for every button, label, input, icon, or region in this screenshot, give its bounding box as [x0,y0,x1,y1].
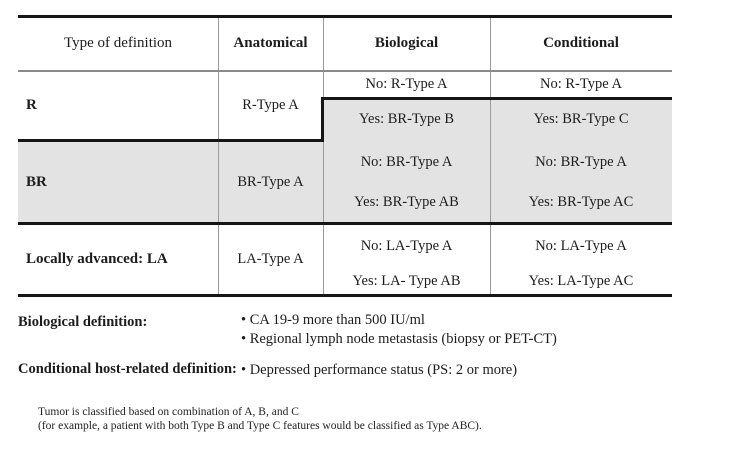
conditional-definition-label: Conditional host-related definition: [18,361,237,377]
biological-definition-item: • CA 19-9 more than 500 IU/ml [241,312,425,328]
cell-r-biological-no: No: R-Type A [365,75,448,92]
shaded-region-top-border-left [18,139,324,142]
row-label-r: R [26,96,37,113]
footnote-line-2: (for example, a patient with both Type B… [38,420,482,432]
cell-la-conditional-no: No: LA-Type A [535,237,627,254]
table-bottom-border [18,294,672,297]
table-top-border [18,15,672,18]
shaded-region-step-border [321,97,324,142]
conditional-definition-items: • Depressed performance status (PS: 2 or… [241,361,517,380]
biological-definition-items: • CA 19-9 more than 500 IU/ml • Regional… [241,311,557,349]
cell-br-anatomical: BR-Type A [237,173,304,190]
shaded-region-br-row [18,141,323,222]
column-divider-3 [490,15,491,297]
cell-br-conditional-yes: Yes: BR-Type AC [528,193,634,210]
footnote: Tumor is classified based on combination… [38,405,482,433]
header-conditional: Conditional [543,35,619,51]
header-biological: Biological [374,35,439,51]
header-anatomical: Anatomical [233,35,308,51]
shaded-region-bottom-border [18,222,672,225]
biological-definition-label: Biological definition: [18,314,148,330]
footnote-line-1: Tumor is classified based on combination… [38,406,299,418]
conditional-definition-item: • Depressed performance status (PS: 2 or… [241,362,518,378]
cell-br-biological-yes: Yes: BR-Type AB [354,193,459,210]
cell-r-conditional-no: No: R-Type A [540,75,622,92]
cell-r-anatomical: R-Type A [242,96,299,113]
cell-r-biological-yes: Yes: BR-Type B [358,111,454,127]
cell-la-biological-no: No: LA-Type A [360,237,453,254]
cell-la-anatomical: LA-Type A [237,251,304,267]
shaded-region-top-border-right [323,97,672,100]
row-label-br: BR [26,173,47,190]
header-underline [18,70,672,72]
biological-definition-item: • Regional lymph node metastasis (biopsy… [241,331,557,347]
cell-r-conditional-yes: Yes: BR-Type C [533,111,629,127]
column-divider-1 [218,15,219,297]
column-divider-2 [323,15,324,297]
cell-la-conditional-yes: Yes: LA-Type AC [528,272,634,289]
shaded-region-right [323,98,672,222]
row-label-la: Locally advanced: LA [26,251,168,267]
cell-la-biological-yes: Yes: LA- Type AB [352,272,461,289]
cell-br-conditional-no: No: BR-Type A [535,153,627,170]
cell-br-biological-no: No: BR-Type A [360,153,453,170]
header-type-of-definition: Type of definition [63,35,173,51]
